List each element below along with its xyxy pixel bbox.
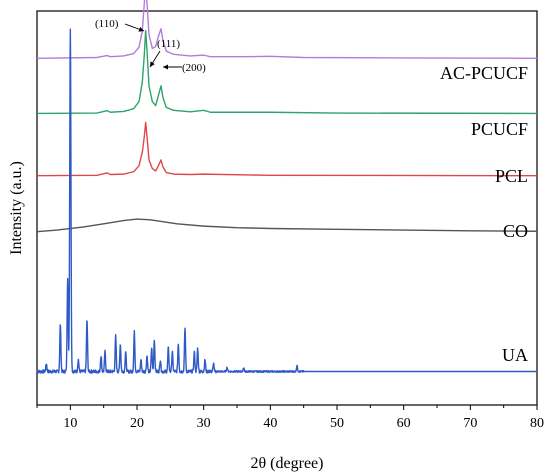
peak-annotation-2: (200) (182, 62, 206, 74)
plot-frame (36, 10, 538, 406)
labels-layer: AC-PCUCF (110) (111)(200) PCUCF PCL CO UA (95, 18, 528, 365)
plot-border (36, 10, 538, 406)
series-label-ua: UA (502, 345, 528, 365)
series-line-co (36, 218, 538, 233)
series-layer (36, 0, 538, 374)
x-axis-title: 2θ (degree) (251, 455, 324, 472)
x-tick-label-80: 80 (530, 416, 544, 431)
peak-arrowhead-0 (138, 26, 144, 32)
x-tick-label-10: 10 (63, 416, 77, 431)
x-tick-label-60: 60 (397, 416, 411, 431)
series-line-pcucf (36, 30, 538, 115)
series-label-co: CO (503, 221, 528, 241)
ticks-layer: 10 20 30 40 50 60 70 80 (36, 405, 544, 431)
peak-arrowhead-1 (150, 61, 155, 67)
series-label-pcucf: PCUCF (471, 119, 528, 139)
x-tick-label-50: 50 (330, 416, 344, 431)
series-label-pcl: PCL (495, 166, 528, 186)
x-tick-label-40: 40 (263, 416, 277, 431)
peak-arrowhead-2 (163, 64, 168, 70)
series-line-ua (36, 28, 538, 374)
x-tick-label-20: 20 (130, 416, 144, 431)
y-axis-title: Intensity (a.u.) (8, 161, 25, 255)
series-line-pcl (36, 121, 538, 177)
peak-annotation-1: (111) (157, 38, 180, 50)
x-tick-label-30: 30 (197, 416, 211, 431)
peak-annotation-0: (110) (95, 18, 119, 30)
series-label-ac-pcucf: AC-PCUCF (440, 63, 528, 83)
x-tick-label-70: 70 (463, 416, 477, 431)
series-line-ac-pcucf (36, 0, 538, 59)
